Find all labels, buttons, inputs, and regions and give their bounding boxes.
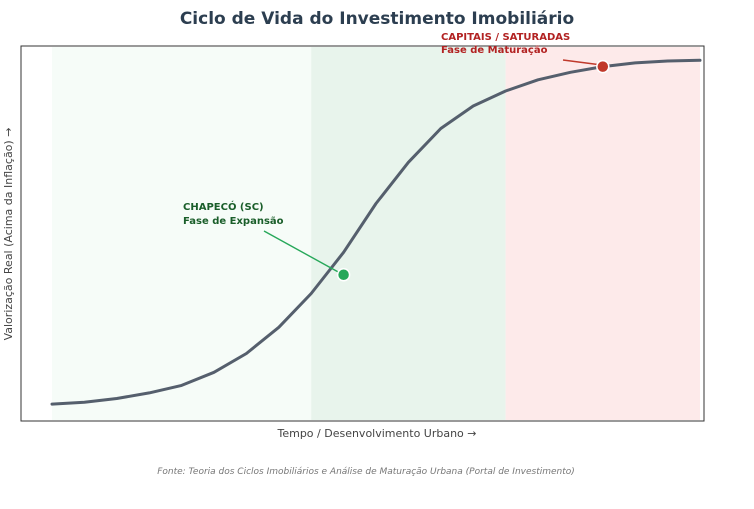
annotation-chapeco-line-2: Fase de Expansão: [183, 216, 284, 227]
y-axis-label: Valorização Real (Acima da Inflação) →: [2, 128, 15, 341]
region-maturation: [505, 47, 700, 420]
chart-title: Ciclo de Vida do Investimento Imobiliári…: [180, 9, 574, 29]
annotation-capitais-line-2: Fase de Maturação: [441, 45, 548, 56]
x-axis-label: Tempo / Desenvolvimento Urbano →: [276, 427, 476, 440]
plot-frame: [20, 45, 705, 422]
annotation-point-chapeco: [336, 268, 351, 282]
phase-regions: [52, 47, 700, 420]
annotation-chapeco-line-1: CHAPECÓ (SC): [183, 200, 264, 213]
series-line-0: [50, 58, 702, 406]
annotations-layer: CHAPECÓ (SC) Fase de Expansão CAPITAIS /…: [183, 32, 610, 282]
annotation-arrow-capitais: [562, 59, 599, 66]
annotation-capitais-line-1: CAPITAIS / SATURADAS: [441, 32, 570, 43]
region-early: [52, 47, 312, 420]
source-note: Fonte: Teoria dos Ciclos Imobiliários e …: [157, 467, 575, 477]
region-expansion: [311, 47, 506, 420]
annotation-arrow-chapeco: [263, 230, 340, 274]
annotation-point-capitais: [596, 59, 610, 74]
series-layer: [50, 58, 702, 406]
